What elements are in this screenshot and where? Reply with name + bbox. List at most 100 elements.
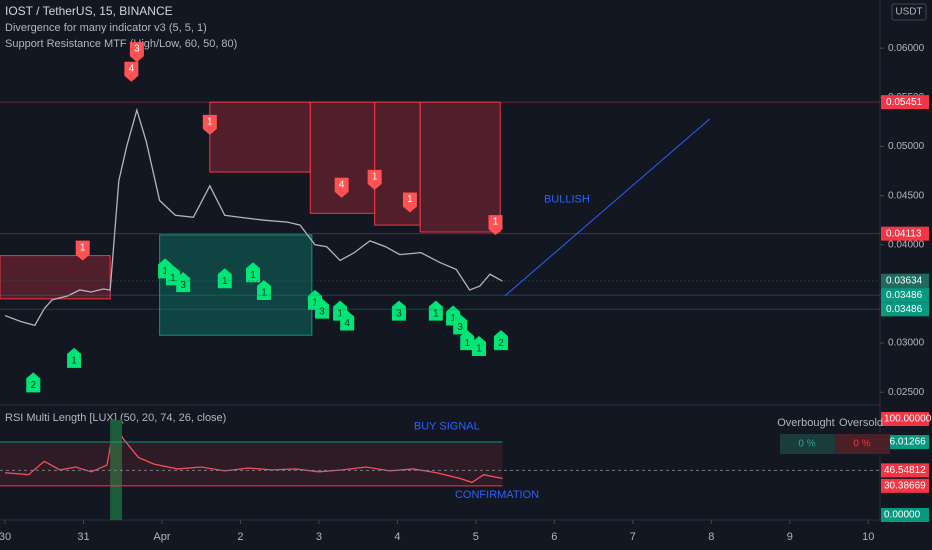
sell-signal bbox=[75, 240, 90, 261]
signal-label: 1 bbox=[433, 308, 439, 319]
resistance-zone bbox=[0, 255, 111, 300]
price-tag-label: 0.03634 bbox=[886, 275, 923, 286]
annotation: BUY SIGNAL bbox=[414, 421, 480, 433]
x-tick-label: 31 bbox=[77, 531, 89, 543]
buy-signal bbox=[245, 262, 260, 283]
signal-label: 1 bbox=[476, 344, 482, 355]
symbol-title: IOST / TetherUS, 15, BINANCE bbox=[5, 4, 173, 18]
signal-label: 1 bbox=[250, 270, 256, 281]
price-tag bbox=[881, 95, 929, 110]
signal-label: 3 bbox=[134, 44, 140, 55]
price-line bbox=[4, 418, 503, 484]
table-cell-label: 0 % bbox=[853, 439, 870, 450]
x-tick-label: 5 bbox=[473, 531, 479, 543]
rsi-tag-label: 0.00000 bbox=[884, 510, 921, 521]
currency-label[interactable]: USDT bbox=[895, 7, 922, 18]
rsi-tag-label: 100.00000 bbox=[884, 414, 932, 425]
rsi-tag bbox=[881, 478, 929, 493]
buy-signal bbox=[493, 330, 508, 351]
signal-label: 4 bbox=[339, 179, 345, 190]
buy-signal bbox=[453, 314, 468, 335]
signal-label: 1 bbox=[162, 266, 168, 277]
buy-signal bbox=[67, 347, 82, 368]
rsi-tag-label: 76.01266 bbox=[884, 437, 926, 448]
annotation: CONFIRMATION bbox=[455, 489, 539, 501]
trend-label: BULLISH bbox=[544, 193, 590, 205]
signal-label: 1 bbox=[207, 116, 213, 127]
x-tick-label: 10 bbox=[862, 531, 874, 543]
signal-label: 3 bbox=[319, 306, 325, 317]
signal-label: 1 bbox=[80, 242, 86, 253]
x-tick-label: Apr bbox=[153, 531, 170, 543]
resistance-zone bbox=[209, 101, 311, 173]
sell-signal bbox=[124, 61, 139, 82]
price-tag-label: 0.05451 bbox=[886, 97, 923, 108]
price-tag-label: 0.03486 bbox=[886, 290, 923, 301]
x-tick-label: 9 bbox=[787, 531, 793, 543]
rsi-tag bbox=[881, 508, 929, 523]
buy-signal bbox=[340, 310, 355, 331]
resistance-zone bbox=[419, 101, 501, 233]
buy-signal bbox=[176, 272, 191, 293]
price-tag-label: 0.04113 bbox=[886, 228, 922, 239]
buy-signal bbox=[256, 279, 271, 300]
buy-signal bbox=[460, 330, 475, 351]
table-cell bbox=[835, 434, 890, 454]
trend-line bbox=[504, 118, 711, 297]
sell-signal bbox=[488, 215, 503, 236]
rsi-tag-label: 30.38669 bbox=[884, 480, 926, 491]
x-tick-label: 30 bbox=[0, 531, 11, 543]
signal-label: 1 bbox=[450, 313, 456, 324]
signal-label: 1 bbox=[261, 288, 267, 299]
signal-label: 1 bbox=[464, 338, 470, 349]
x-tick-label: 8 bbox=[708, 531, 714, 543]
table-header: Overbought bbox=[777, 417, 834, 429]
buy-signal bbox=[26, 372, 41, 393]
indicator-name: Support Resistance MTF (High/Low, 60, 50… bbox=[5, 38, 237, 50]
buy-signal bbox=[391, 300, 406, 321]
signal-label: 1 bbox=[493, 217, 499, 228]
x-tick-label: 7 bbox=[630, 531, 636, 543]
y-tick-label: 0.03000 bbox=[888, 338, 925, 349]
signal-label: 4 bbox=[344, 318, 350, 329]
sell-signal bbox=[334, 177, 349, 198]
currency-box[interactable] bbox=[891, 3, 927, 21]
signal-label: 4 bbox=[129, 63, 135, 74]
y-tick-label: 0.02500 bbox=[888, 387, 925, 398]
buy-signal bbox=[428, 300, 443, 321]
signal-label: 1 bbox=[372, 172, 378, 183]
rsi-tag bbox=[881, 463, 929, 478]
signal-label: 3 bbox=[396, 308, 402, 319]
y-tick-label: 0.05000 bbox=[888, 141, 925, 152]
price-line bbox=[4, 107, 503, 327]
table-header: Oversold bbox=[839, 417, 883, 429]
price-tag bbox=[881, 288, 929, 303]
sell-signal bbox=[202, 114, 217, 135]
signal-label: 1 bbox=[71, 355, 77, 366]
buy-signal bbox=[472, 336, 487, 357]
signal-label: 1 bbox=[312, 297, 318, 308]
signal-label: 1 bbox=[170, 273, 176, 284]
rsi-tag-label: 46.54812 bbox=[884, 465, 926, 476]
rsi-band bbox=[0, 442, 503, 486]
sell-signal bbox=[402, 192, 417, 213]
signal-label: 2 bbox=[498, 338, 504, 349]
indicator-name: Divergence for many indicator v3 (5, 5, … bbox=[5, 22, 207, 34]
x-tick-label: 3 bbox=[316, 531, 322, 543]
x-tick-label: 4 bbox=[394, 531, 400, 543]
table-cell bbox=[780, 434, 835, 454]
rsi-tag bbox=[881, 412, 929, 427]
signal-label: 3 bbox=[457, 322, 463, 333]
buy-signal bbox=[217, 268, 232, 289]
sell-signal bbox=[367, 169, 382, 190]
buy-signal bbox=[315, 298, 330, 319]
x-tick-label: 2 bbox=[237, 531, 243, 543]
signal-label: 2 bbox=[30, 380, 36, 391]
rsi-title: RSI Multi Length [LUX] (50, 20, 74, 26, … bbox=[5, 412, 226, 424]
signal-label: 1 bbox=[407, 194, 413, 205]
signal-label: 3 bbox=[180, 280, 186, 291]
y-tick-label: 0.06000 bbox=[888, 43, 925, 54]
price-tag bbox=[881, 302, 929, 317]
